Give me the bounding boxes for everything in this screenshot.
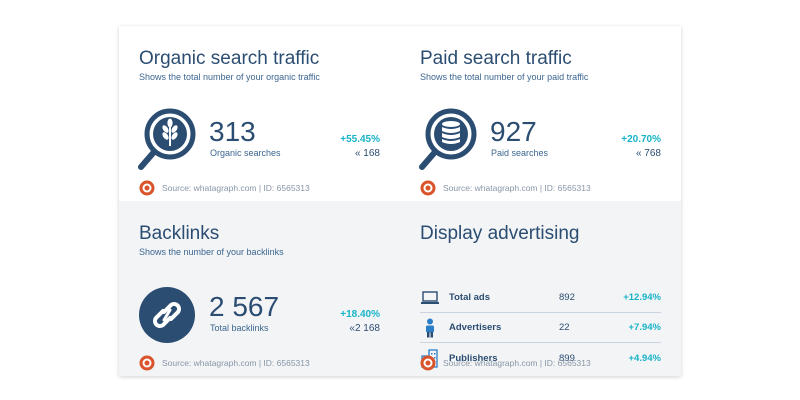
source-text: Source: whatagraph.com | ID: 6565313 [443,358,591,368]
paid-search-panel: Paid search traffic Shows the total numb… [400,26,681,201]
backlinks-panel: Backlinks Shows the number of your backl… [119,201,400,376]
dashboard-board: Organic search traffic Shows the total n… [119,26,681,376]
panel-footer: Source: whatagraph.com | ID: 6565313 [139,355,310,371]
magnifier-wheat-icon [137,108,197,172]
organic-value-label: Organic searches [210,148,281,158]
source-text: Source: whatagraph.com | ID: 6565313 [443,183,591,193]
backlinks-previous: «2 168 [349,323,380,334]
display-advertising-panel: Display advertising Total ads 892 +12.94… [400,201,681,376]
paid-value-label: Paid searches [491,148,549,158]
whatagraph-logo-icon [139,180,155,196]
whatagraph-logo-icon [420,180,436,196]
panel-subtitle: Shows the number of your backlinks [139,247,284,257]
list-item: Total ads 892 +12.94% [420,283,661,313]
row-delta: +4.94% [628,352,662,364]
panel-footer: Source: whatagraph.com | ID: 6565313 [420,180,591,196]
paid-delta: +20.70% [621,134,661,145]
panel-footer: Source: whatagraph.com | ID: 6565313 [139,180,310,196]
backlinks-value: 2 567 [209,291,280,322]
row-label: Publishers [449,352,498,364]
backlinks-delta: +18.40% [340,309,380,320]
panel-title: Organic search traffic [139,48,320,69]
display-rows: Total ads 892 +12.94% Advertisers 22 +7.… [420,283,661,373]
laptop-icon [420,288,440,308]
whatagraph-logo-icon [139,355,155,371]
row-label: Total ads [449,292,490,303]
row-value: 22 [559,322,570,333]
magnifier-database-icon [418,108,478,172]
organic-previous: « 168 [354,148,380,159]
panel-title: Paid search traffic [420,48,572,69]
organic-delta: +55.45% [340,134,380,145]
source-text: Source: whatagraph.com | ID: 6565313 [162,183,310,193]
panel-subtitle: Shows the total number of your paid traf… [420,72,589,82]
row-delta: +12.94% [623,292,661,303]
person-icon [420,318,440,338]
row-value: 899 [559,352,575,364]
row-label: Advertisers [449,322,502,333]
whatagraph-logo-icon [420,355,436,371]
paid-previous: « 768 [635,148,661,159]
row-value: 892 [559,292,575,303]
paid-value: 927 [490,116,537,147]
backlinks-value-label: Total backlinks [210,323,269,333]
panel-title: Display advertising [420,223,580,244]
panel-footer: Source: whatagraph.com | ID: 6565313 [420,355,591,371]
row-delta: +7.94% [628,322,662,333]
list-item: Advertisers 22 +7.94% [420,313,661,343]
panel-subtitle: Shows the total number of your organic t… [139,72,320,82]
panel-title: Backlinks [139,223,220,244]
chain-link-icon [137,283,197,347]
organic-search-panel: Organic search traffic Shows the total n… [119,26,400,201]
source-text: Source: whatagraph.com | ID: 6565313 [162,358,310,368]
organic-value: 313 [209,116,256,147]
